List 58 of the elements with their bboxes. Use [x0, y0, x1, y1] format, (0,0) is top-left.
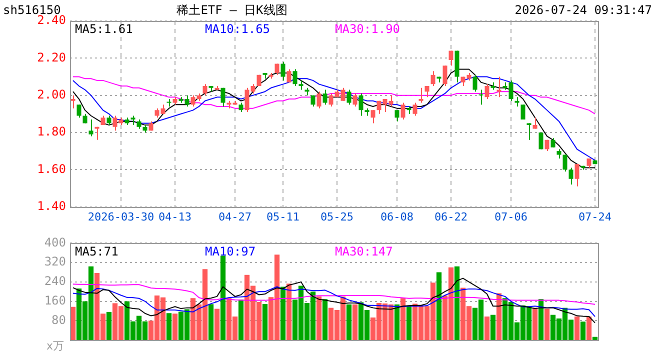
bar	[580, 322, 586, 340]
bar	[586, 316, 592, 340]
x-tick-label: 07-06	[494, 210, 528, 224]
bar	[214, 308, 220, 340]
bar	[208, 304, 214, 340]
bar	[106, 312, 112, 340]
bar	[532, 308, 538, 340]
x-tick-label: 05-11	[266, 210, 300, 224]
bar	[394, 304, 400, 340]
bar	[286, 284, 292, 340]
bar	[592, 336, 598, 340]
text: MA10:1.65	[205, 22, 270, 36]
x-tick-label: 2026-03-30	[88, 210, 154, 224]
bar	[400, 298, 406, 340]
bar	[490, 314, 496, 340]
text: MA30:1.90	[335, 22, 400, 36]
bar	[316, 296, 322, 340]
x-tick-label: 06-08	[380, 210, 414, 224]
bar	[454, 266, 460, 340]
y-tick-label: 2.20	[37, 50, 66, 64]
y-tick-label: 2.00	[37, 87, 66, 102]
text: MA5:1.61	[75, 22, 133, 36]
text: MA30:147	[335, 244, 393, 258]
y-tick-label: 240	[44, 274, 66, 288]
text: 2026-07-24 09:31:47	[514, 3, 652, 17]
bar	[172, 314, 178, 340]
bar	[496, 293, 502, 340]
x-tick-label: 06-22	[434, 210, 468, 224]
x-tick-label: 05-25	[320, 210, 354, 224]
text: MA5:71	[75, 244, 118, 258]
y-tick-label: 320	[44, 254, 66, 269]
bar	[322, 299, 328, 340]
y-tick-label: 160	[44, 293, 66, 308]
chart-title: 稀土ETF — 日K线图	[176, 3, 288, 17]
bar	[538, 299, 544, 340]
bar	[220, 256, 226, 340]
bar	[238, 300, 244, 340]
y-axis-title: x万	[46, 339, 64, 352]
y-tick-label: 1.80	[37, 124, 66, 139]
y-tick-label: 1.40	[37, 198, 66, 213]
y-tick-label: 1.60	[37, 162, 66, 176]
y-tick-label: 400	[44, 235, 66, 250]
text: MA10:97	[205, 244, 256, 258]
bar	[544, 308, 550, 340]
bar	[280, 286, 286, 340]
x-tick-label: 04-27	[218, 210, 252, 224]
bar	[352, 304, 358, 340]
y-tick-label: 2.40	[37, 13, 66, 28]
y-tick-label: 80	[52, 312, 66, 327]
bar	[262, 304, 268, 340]
bar	[346, 304, 352, 340]
x-tick-label: 04-13	[158, 210, 192, 224]
bar	[574, 316, 580, 340]
bar	[166, 313, 172, 340]
bar	[484, 316, 490, 340]
x-tick-label: 07-24	[578, 210, 612, 224]
bar	[406, 306, 412, 340]
bar	[436, 272, 442, 340]
